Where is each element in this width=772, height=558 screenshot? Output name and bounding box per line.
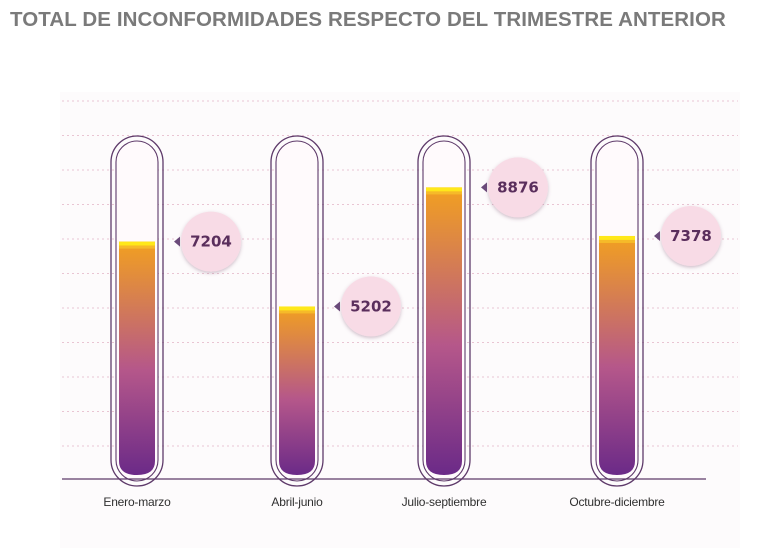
value-pointer <box>334 301 340 312</box>
value-pointer <box>174 236 180 247</box>
tube-outer <box>417 135 471 487</box>
value-bubble <box>488 157 548 218</box>
value-bubble <box>181 211 241 272</box>
bar-level-glow <box>279 310 315 314</box>
value-label: 7204 <box>190 233 232 251</box>
chart-title: TOTAL DE INCONFORMIDADES RESPECTO DEL TR… <box>10 8 726 31</box>
bar-enero-marzo <box>119 241 155 475</box>
bar-level-highlight <box>426 187 462 192</box>
bar-level-glow <box>426 191 462 195</box>
tubes <box>110 135 644 487</box>
bar-julio-septiembre <box>426 187 462 475</box>
bar-level-glow <box>119 245 155 249</box>
bar-octubre-diciembre <box>599 235 635 475</box>
category-labels: Enero-marzo Abril-junio Julio-septiembre Oc… <box>103 495 665 509</box>
value-bubble <box>661 205 721 266</box>
category-label: Enero-marzo <box>103 495 171 509</box>
category-label: Julio-septiembre <box>402 495 487 509</box>
bar-level-highlight <box>279 306 315 311</box>
category-label: Octubre-diciembre <box>569 495 665 509</box>
value-bubble <box>341 276 401 337</box>
tube-outer <box>590 135 644 487</box>
bar-level-highlight <box>119 241 155 246</box>
value-label: 7378 <box>670 227 712 245</box>
tube-outer <box>110 135 164 487</box>
bar-abril-junio <box>279 306 315 475</box>
value-label: 8876 <box>497 178 539 196</box>
value-label: 5202 <box>350 297 392 315</box>
bar-level-highlight <box>599 235 635 240</box>
value-pointer <box>481 182 487 193</box>
value-pointer <box>654 230 660 241</box>
bar-level-glow <box>599 239 635 243</box>
tube-outer <box>270 135 324 487</box>
category-label: Abril-junio <box>271 495 323 509</box>
value-labels: 7204 5202 8876 7378 <box>174 157 721 337</box>
